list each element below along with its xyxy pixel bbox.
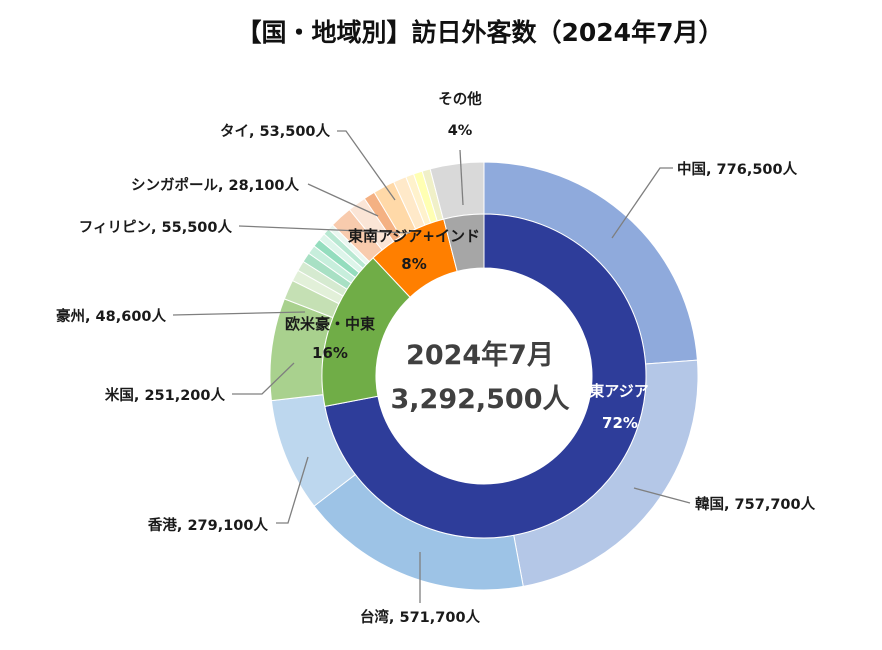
other-percent-label: 4%	[448, 123, 473, 139]
outer-ring	[269, 161, 699, 591]
outer-label-香港: 香港, 279,100人	[148, 516, 269, 534]
chart-title: 【国・地域別】訪日外客数（2024年7月）	[237, 18, 724, 47]
center-month: 2024年7月	[406, 339, 554, 371]
leader-lines	[172, 130, 691, 603]
inner-label-name-1: 欧米豪・中東	[285, 315, 375, 333]
outer-label-タイ: タイ, 53,500人	[220, 123, 331, 140]
inner-label-name-2: 東南アジア+インド	[348, 227, 480, 245]
center-total: 3,292,500人	[390, 384, 569, 415]
inner-label-name-0: 東アジア	[589, 382, 648, 400]
outer-label-豪州: 豪州, 48,600人	[56, 307, 167, 325]
inner-ring	[321, 213, 647, 539]
other-name-label: その他	[438, 90, 482, 108]
leader-other	[459, 149, 464, 206]
outer-label-台湾: 台湾, 571,700人	[360, 608, 481, 626]
outer-label-米国: 米国, 251,200人	[105, 386, 226, 404]
leader-タイ	[337, 130, 396, 201]
outer-label-中国: 中国, 776,500人	[677, 160, 798, 178]
leader-シンガポール	[307, 183, 379, 217]
leader-フィリピン	[238, 225, 411, 234]
leader-中国	[611, 167, 673, 239]
inner-labels: 東アジア 72% 欧米豪・中東 16% 東南アジア+インド 8%	[285, 227, 649, 432]
inner-slice-0	[324, 213, 647, 539]
inner-label-percent-0: 72%	[602, 414, 638, 432]
leader-米国	[232, 362, 295, 395]
outer-label-フィリピン: フィリピン, 55,500人	[79, 219, 233, 236]
leader-豪州	[172, 311, 306, 316]
leader-韓国	[633, 487, 691, 504]
leader-香港	[276, 456, 309, 524]
outer-label-韓国: 韓国, 757,700人	[695, 495, 816, 513]
inner-label-percent-2: 8%	[401, 255, 426, 273]
inner-slice-3	[443, 213, 485, 273]
inner-label-percent-1: 16%	[312, 344, 348, 362]
outer-label-シンガポール: シンガポール, 28,100人	[131, 176, 300, 194]
